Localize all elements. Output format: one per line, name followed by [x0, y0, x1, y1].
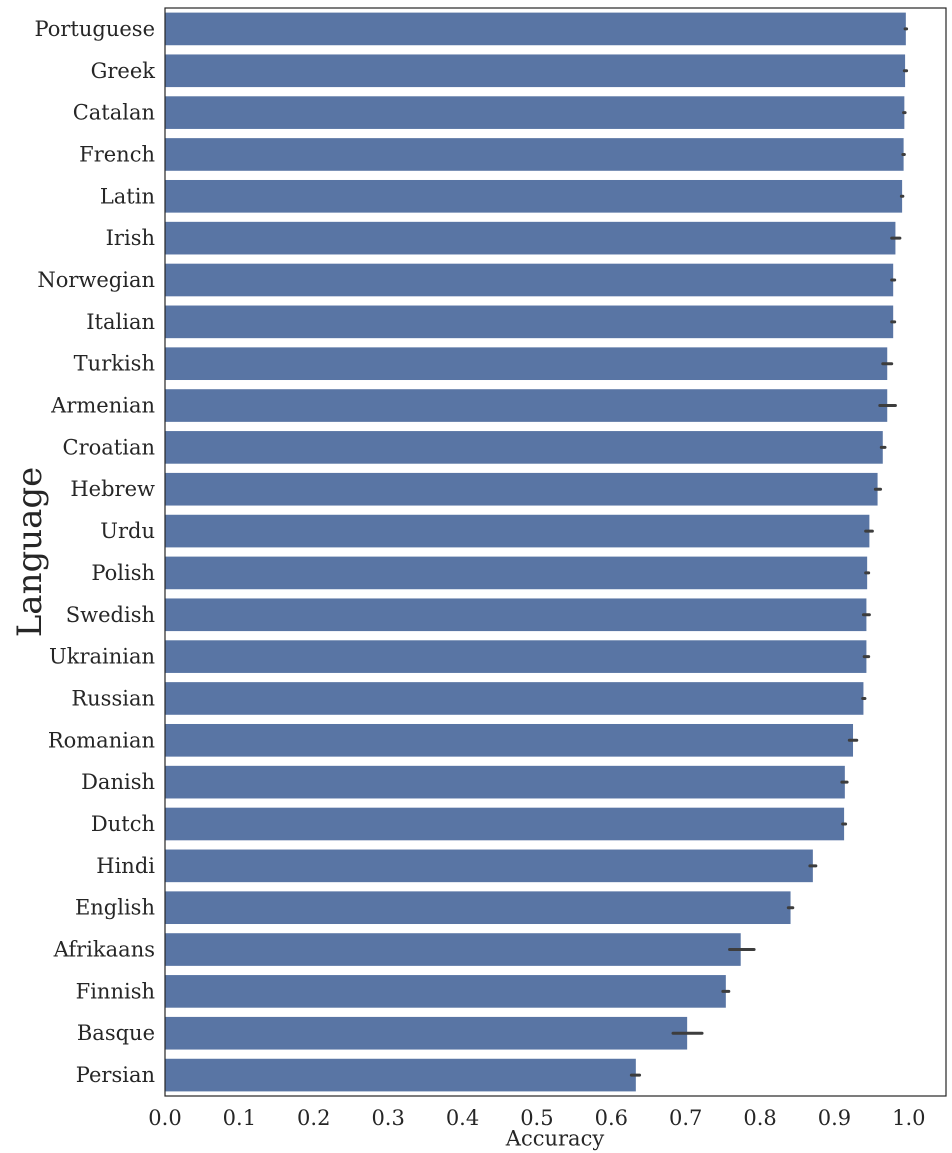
- category-label: Swedish: [66, 603, 155, 627]
- category-label: English: [75, 896, 155, 920]
- bar: [165, 556, 868, 590]
- bar: [165, 179, 903, 213]
- bar: [165, 598, 867, 632]
- category-label: Croatian: [63, 435, 155, 459]
- category-label: Catalan: [73, 101, 155, 125]
- bar: [165, 263, 894, 297]
- category-label: Turkish: [74, 352, 155, 376]
- x-tick-label: 0.1: [223, 1106, 256, 1130]
- bar: [165, 12, 906, 46]
- bar: [165, 765, 845, 799]
- x-tick-label: 0.8: [743, 1106, 776, 1130]
- category-label: Latin: [100, 184, 155, 208]
- category-label: Hebrew: [70, 477, 155, 501]
- bars-layer: [165, 12, 906, 1092]
- bar: [165, 1016, 688, 1050]
- bar: [165, 305, 894, 339]
- x-tick-label: 0.2: [297, 1106, 330, 1130]
- category-label: Urdu: [100, 519, 155, 543]
- y-axis-label: Language: [10, 467, 50, 638]
- category-label: Italian: [86, 310, 155, 334]
- category-label: Hindi: [96, 854, 155, 878]
- x-tick-label: 0.0: [148, 1106, 181, 1130]
- bar: [165, 347, 888, 381]
- error-bars-layer: [629, 27, 909, 1077]
- x-tick-label: 0.9: [818, 1106, 851, 1130]
- bar: [165, 221, 896, 255]
- bar: [165, 389, 888, 422]
- category-label: Irish: [106, 226, 155, 250]
- category-label: Romanian: [48, 728, 155, 752]
- x-axis-ticks: 0.0 0.1 0.2 0.3 0.4 0.5 0.6 0.7 0.8 0.9 1.0: [148, 1106, 925, 1130]
- category-label: Finnish: [76, 979, 155, 1003]
- category-label: Persian: [76, 1063, 155, 1087]
- x-axis-label: Accuracy: [505, 1127, 605, 1151]
- category-label: Norwegian: [37, 268, 155, 292]
- x-tick-label: 1.0: [892, 1106, 925, 1130]
- category-label: French: [79, 142, 155, 166]
- bar: [165, 431, 883, 464]
- category-label: Polish: [91, 561, 155, 585]
- category-label: Russian: [71, 686, 155, 710]
- bar: [165, 1058, 636, 1092]
- bar: [165, 54, 906, 88]
- category-label: Danish: [81, 770, 155, 794]
- bar: [165, 138, 904, 171]
- bar: [165, 807, 845, 841]
- x-tick-label: 0.5: [520, 1106, 553, 1130]
- bar: [165, 723, 854, 757]
- category-label: Basque: [77, 1021, 155, 1045]
- category-labels: Portuguese Greek Catalan French Latin Irish No…: [34, 17, 155, 1087]
- plot-frame: [164, 7, 947, 1097]
- category-label: Afrikaans: [53, 938, 155, 962]
- category-label: Portuguese: [34, 17, 155, 41]
- bar: [165, 514, 870, 548]
- category-label: Greek: [91, 59, 156, 83]
- category-label: Dutch: [91, 812, 155, 836]
- bar: [165, 96, 905, 129]
- bar: [165, 682, 864, 715]
- bar: [165, 975, 726, 1008]
- x-tick-label: 0.6: [595, 1106, 628, 1130]
- x-tick-label: 0.7: [669, 1106, 702, 1130]
- bar: [165, 849, 813, 883]
- bar: [165, 640, 867, 673]
- bar: [165, 891, 791, 925]
- category-label: Ukrainian: [49, 645, 155, 669]
- bar: [165, 472, 878, 506]
- category-label: Armenian: [50, 394, 155, 418]
- x-tick-label: 0.3: [371, 1106, 404, 1130]
- bar: [165, 933, 741, 966]
- x-tick-label: 0.4: [446, 1106, 479, 1130]
